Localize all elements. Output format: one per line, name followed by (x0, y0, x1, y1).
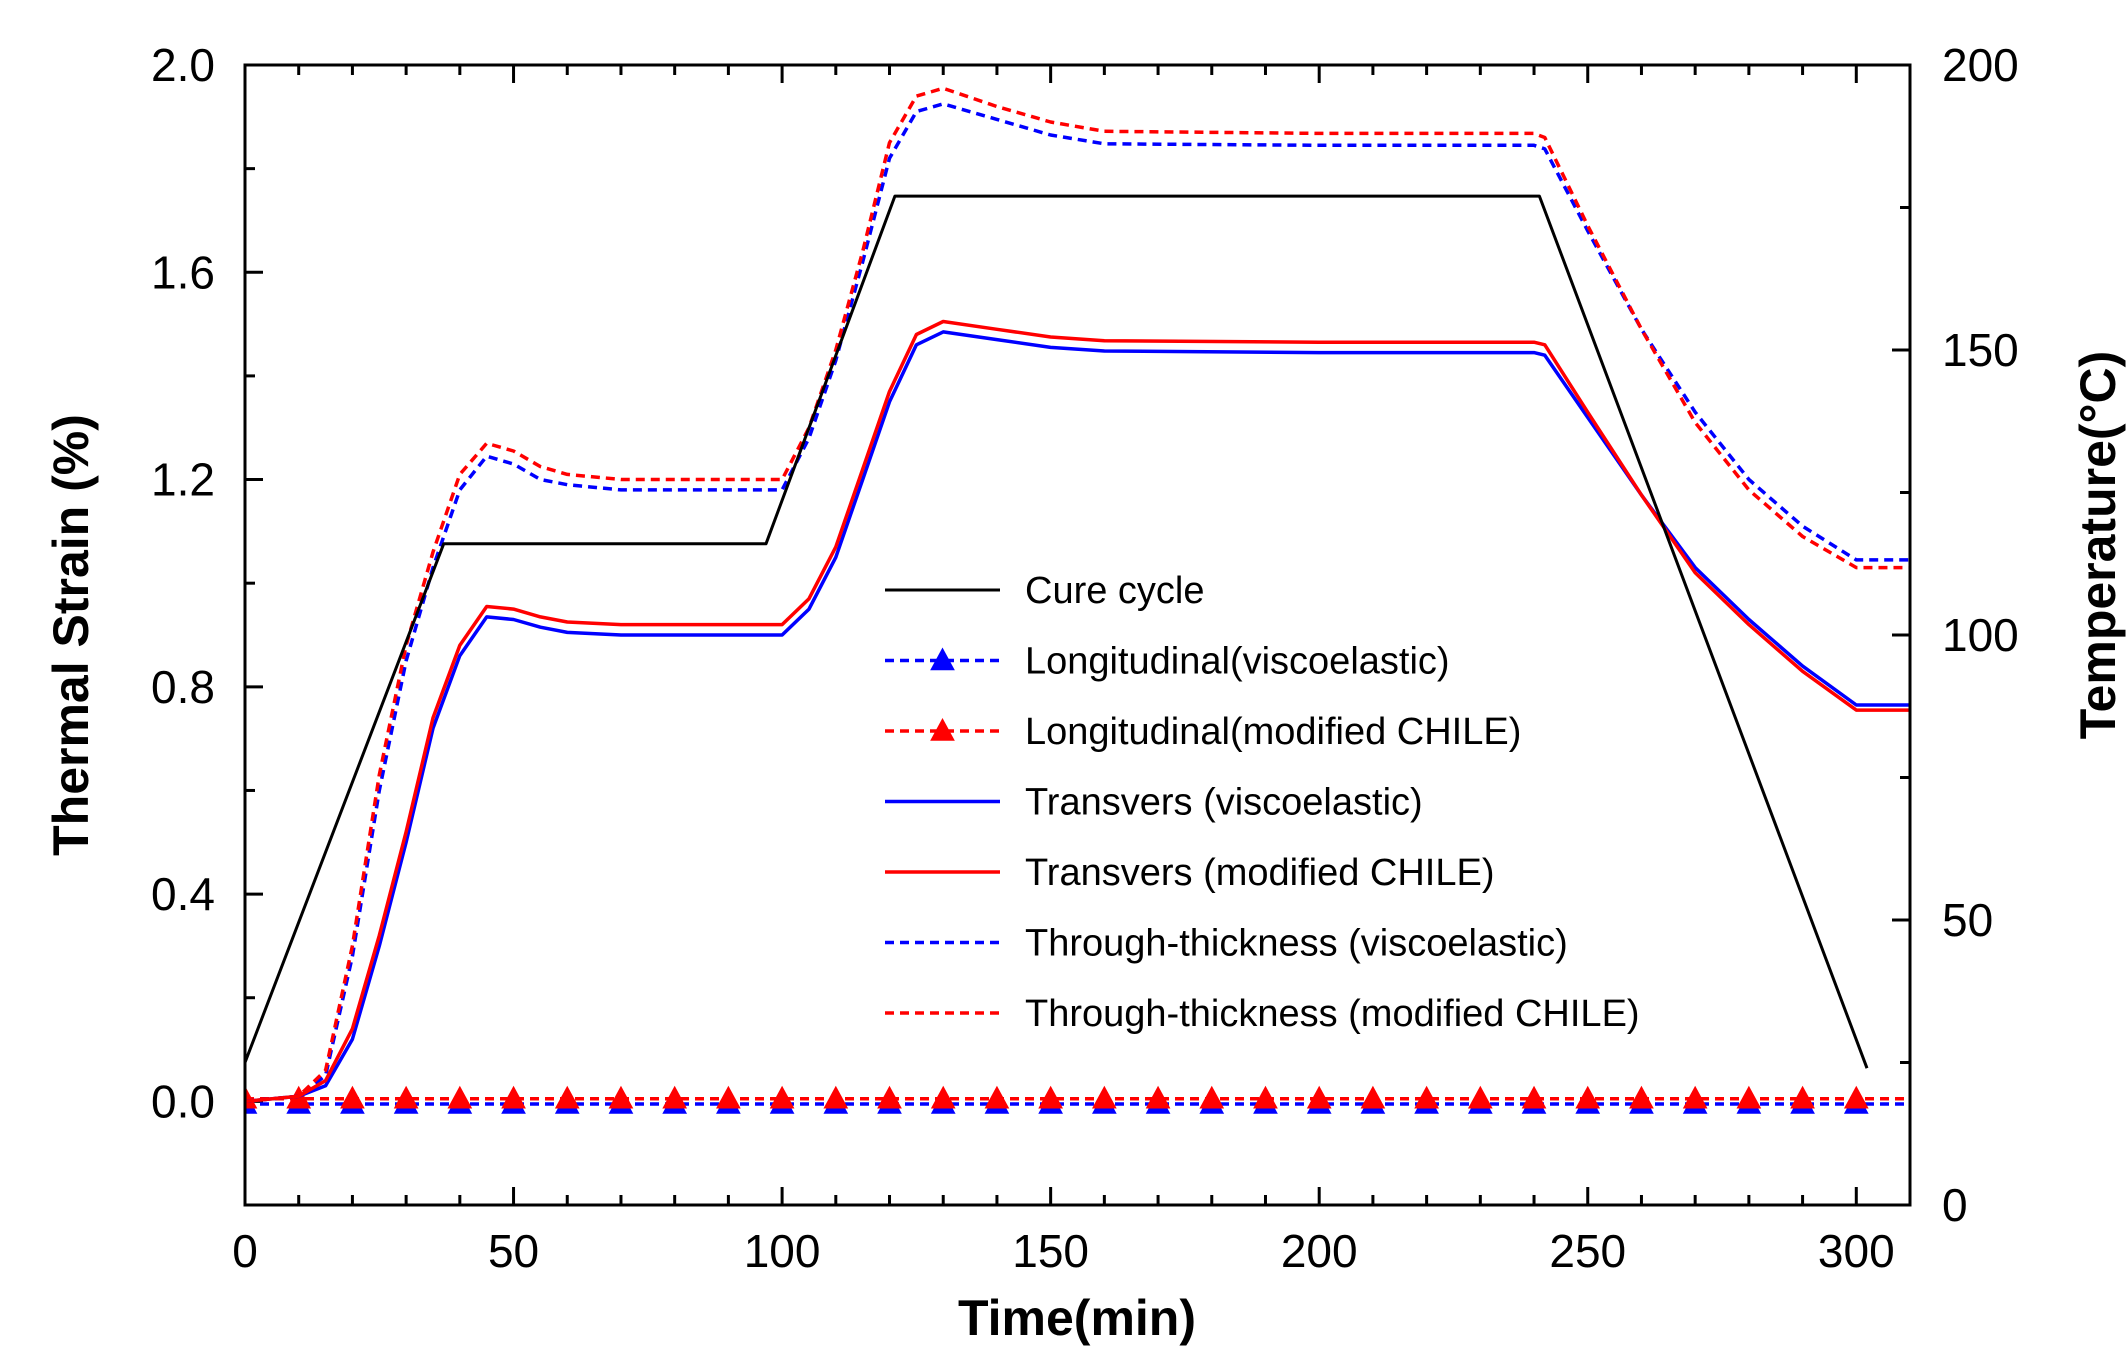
x-axis-title: Time(min) (958, 1290, 1196, 1346)
series-marker-longitudinal-modified-chile (1682, 1085, 1708, 1109)
y-tick-label: 0.8 (151, 661, 215, 713)
tick-labels: 0 50 100 150 200 250 300 0.0 0.4 0.8 1.2 1.6 2.0 0 50 1… (151, 39, 2019, 1277)
y-tick-label: 2.0 (151, 39, 215, 91)
series-marker-longitudinal-modified-chile (984, 1085, 1010, 1109)
series-marker-longitudinal-modified-chile (823, 1085, 849, 1109)
series-marker-longitudinal-modified-chile (340, 1085, 365, 1109)
series-marker-longitudinal-modified-chile (1790, 1085, 1815, 1109)
series-marker-longitudinal-modified-chile (1360, 1085, 1386, 1109)
y-tick-label: 0.4 (151, 868, 215, 920)
series-marker-longitudinal-modified-chile (608, 1085, 634, 1109)
series-marker-longitudinal-modified-chile (1629, 1085, 1654, 1109)
series-marker-longitudinal-modified-chile (662, 1085, 688, 1109)
y2-tick-label: 150 (1942, 324, 2019, 376)
series-marker-longitudinal-modified-chile (501, 1085, 526, 1109)
series-marker-longitudinal-modified-chile (1092, 1085, 1117, 1109)
x-tick-label: 50 (488, 1225, 539, 1277)
legend-label-longitudinal-modified-chile: Longitudinal(modified CHILE) (1025, 711, 1521, 753)
series-marker-longitudinal-modified-chile (1575, 1085, 1601, 1109)
series-marker-longitudinal-modified-chile (1467, 1085, 1493, 1109)
series-line-through-thickness-modified-chile (245, 86, 1910, 1104)
series-marker-longitudinal-modified-chile (1306, 1085, 1332, 1109)
y2-tick-label: 100 (1942, 609, 2019, 661)
y-tick-label: 1.6 (151, 246, 215, 298)
legend-label-through-thickness-modified-chile: Through-thickness (modified CHILE) (1025, 993, 1640, 1035)
series-line-cure-cycle (245, 194, 1869, 1069)
series-marker-longitudinal-modified-chile (1843, 1085, 1869, 1109)
x-tick-label: 0 (232, 1225, 258, 1277)
series-marker-longitudinal-modified-chile (716, 1085, 741, 1109)
series-marker-longitudinal-modified-chile (1038, 1085, 1063, 1109)
x-tick-label: 300 (1818, 1225, 1895, 1277)
series-marker-longitudinal-modified-chile (930, 1085, 956, 1109)
y2-tick-label: 0 (1942, 1179, 1968, 1231)
axis-ticks (243, 63, 1912, 1207)
legend-label-transvers-modified-chile: Transvers (modified CHILE) (1025, 852, 1495, 894)
y2-axis-title: Temperature(°C) (2070, 351, 2126, 740)
legend-label-through-thickness-viscoelastic: Through-thickness (viscoelastic) (1025, 923, 1568, 965)
series-marker-longitudinal-modified-chile (1145, 1085, 1171, 1109)
x-tick-label: 100 (744, 1225, 821, 1277)
plot-frame (243, 63, 1912, 1207)
x-tick-label: 150 (1012, 1225, 1089, 1277)
series-marker-longitudinal-modified-chile (1736, 1085, 1762, 1109)
series-marker-longitudinal-modified-chile (554, 1085, 580, 1109)
series-marker-longitudinal-modified-chile (769, 1085, 795, 1109)
y-tick-label: 0.0 (151, 1075, 215, 1127)
legend-label-transvers-viscoelastic: Transvers (viscoelastic) (1025, 782, 1423, 824)
series-marker-longitudinal-modified-chile (1199, 1085, 1225, 1109)
series-marker-longitudinal-modified-chile (393, 1085, 419, 1109)
series-marker-longitudinal-modified-chile (877, 1085, 902, 1109)
legend-marker-longitudinal-modified-chile (930, 718, 955, 741)
series-line-transvers-modified-chile (245, 319, 1910, 1104)
y2-tick-label: 50 (1942, 894, 1993, 946)
series-marker-longitudinal-modified-chile (1253, 1085, 1278, 1109)
legend-marker-longitudinal-viscoelastic (930, 647, 955, 671)
y-axis-title: Thermal Strain (%) (43, 414, 99, 856)
x-tick-label: 200 (1281, 1225, 1358, 1277)
legend: Cure cycle Longitudinal(viscoelastic) Long… (885, 570, 1640, 1035)
y2-tick-label: 200 (1942, 39, 2019, 91)
series-marker-longitudinal-modified-chile (447, 1085, 473, 1109)
series-marker-longitudinal-modified-chile (1521, 1085, 1547, 1109)
y-tick-label: 1.2 (151, 454, 215, 506)
series-layer (245, 86, 1910, 1114)
legend-label-cure-cycle: Cure cycle (1025, 570, 1205, 612)
x-tick-label: 250 (1549, 1225, 1626, 1277)
series-line-transvers-viscoelastic (245, 330, 1910, 1104)
series-marker-longitudinal-modified-chile (1414, 1085, 1439, 1109)
legend-label-longitudinal-viscoelastic: Longitudinal(viscoelastic) (1025, 641, 1450, 683)
